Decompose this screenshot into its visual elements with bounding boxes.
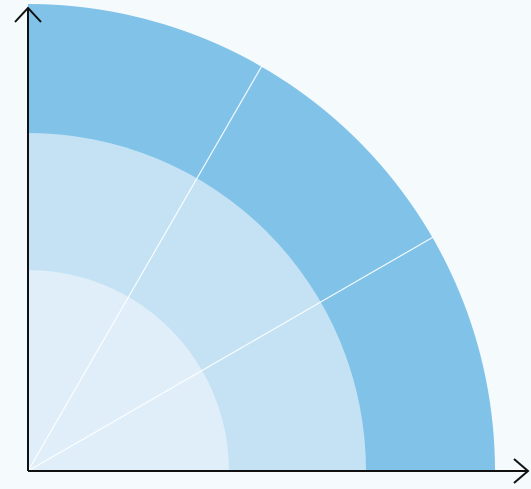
x-axis-arrowhead [513, 458, 530, 484]
axes-group [14, 6, 530, 484]
y-axis-arrowhead [14, 6, 42, 23]
sector-dividers-group [27, 66, 433, 472]
sector-divider-30deg [27, 236, 433, 472]
inner-ring [28, 270, 229, 471]
sector-divider-60deg [27, 66, 263, 472]
rings-group [28, 4, 495, 471]
